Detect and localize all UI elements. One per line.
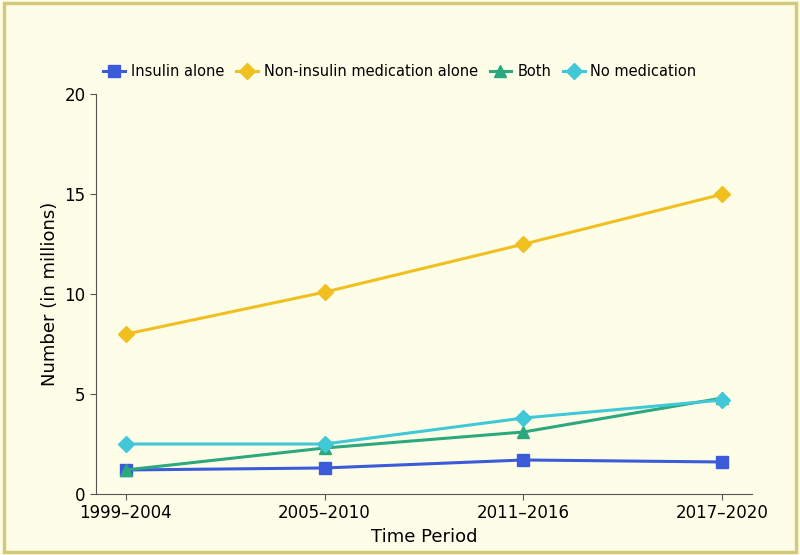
Non-insulin medication alone — [718, 191, 727, 198]
Both — [718, 395, 727, 401]
Insulin alone — [320, 465, 330, 471]
No medication — [518, 415, 528, 421]
Legend: Insulin alone, Non-insulin medication alone, Both, No medication: Insulin alone, Non-insulin medication al… — [103, 64, 697, 79]
Non-insulin medication alone — [320, 289, 330, 295]
Both — [320, 445, 330, 451]
Line: No medication: No medication — [120, 395, 728, 450]
Line: Insulin alone: Insulin alone — [120, 455, 728, 476]
Line: Both: Both — [120, 392, 728, 476]
Non-insulin medication alone — [121, 331, 130, 337]
Insulin alone — [121, 467, 130, 473]
Y-axis label: Number (in millions): Number (in millions) — [41, 202, 59, 386]
No medication — [121, 441, 130, 447]
X-axis label: Time Period: Time Period — [370, 528, 478, 546]
Both — [518, 428, 528, 435]
Non-insulin medication alone — [518, 241, 528, 248]
Insulin alone — [518, 457, 528, 463]
Line: Non-insulin medication alone: Non-insulin medication alone — [120, 189, 728, 340]
Insulin alone — [718, 458, 727, 465]
No medication — [320, 441, 330, 447]
No medication — [718, 397, 727, 403]
Both — [121, 467, 130, 473]
